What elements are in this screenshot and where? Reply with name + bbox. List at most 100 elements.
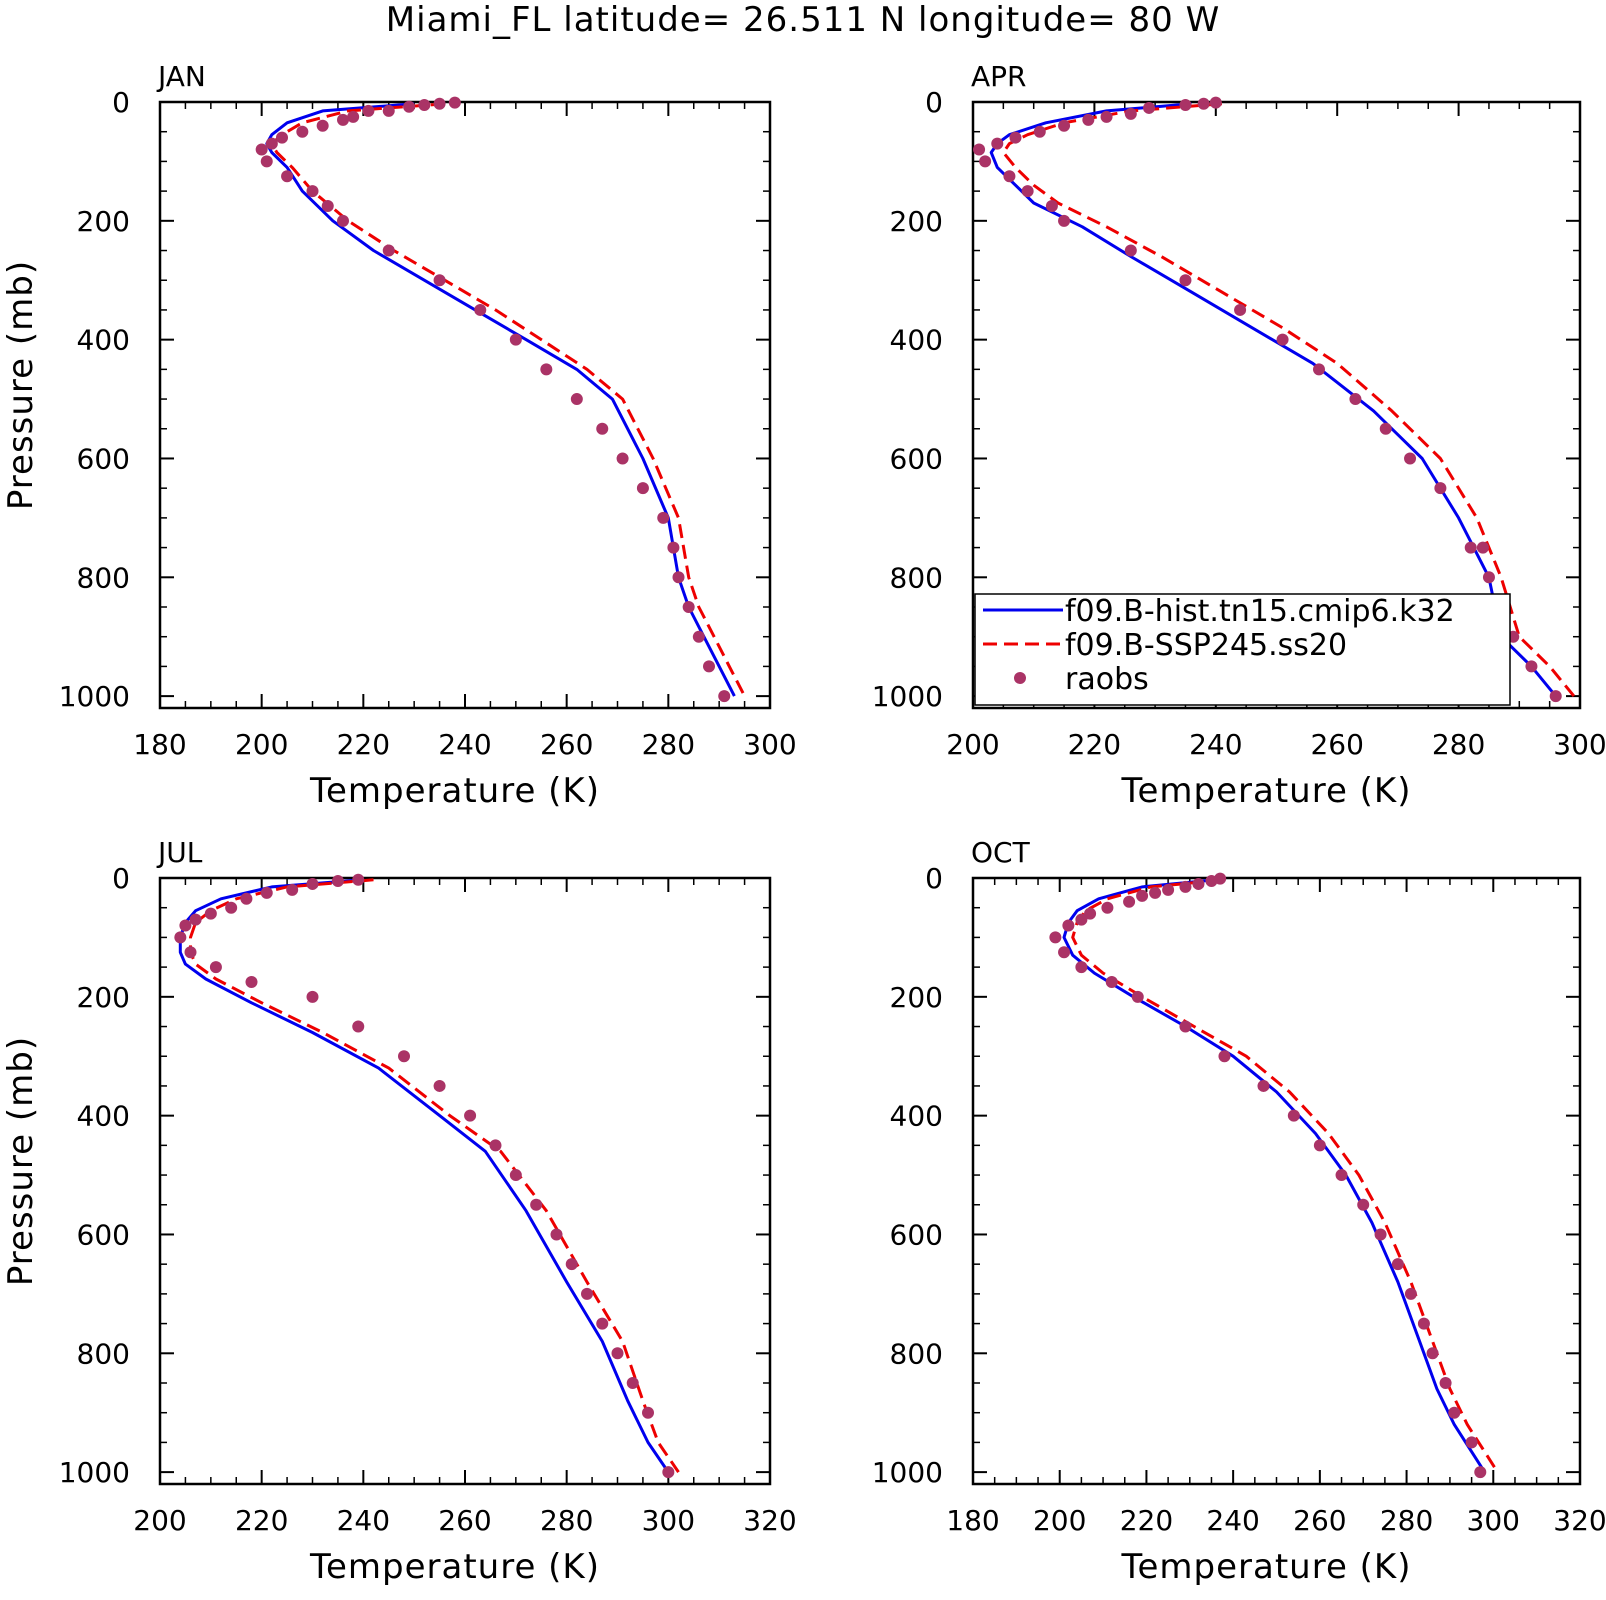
panel-jan: 180 200 220 240 260 280 300 0 200 400 600 800 1000 JA… <box>1 60 797 811</box>
raobs-point <box>1335 1169 1348 1182</box>
raobs-point <box>1434 482 1447 495</box>
x-tick-label: 300 <box>1553 728 1606 761</box>
raobs-point <box>433 274 446 287</box>
raobs-point <box>321 199 334 212</box>
raobs-point <box>1003 170 1016 183</box>
x-tick-label: 180 <box>133 728 186 761</box>
raobs-point <box>1009 131 1022 144</box>
raobs-point <box>225 901 238 914</box>
raobs-point <box>1084 907 1097 920</box>
raobs-point <box>550 1228 563 1241</box>
raobs-point <box>184 946 197 959</box>
raobs-point <box>1209 96 1222 109</box>
raobs-point <box>1464 541 1477 554</box>
x-tick-label: 280 <box>540 1504 593 1537</box>
raobs-point <box>204 907 217 920</box>
raobs-point <box>255 143 268 156</box>
y-tick-label: 0 <box>925 86 943 119</box>
raobs-point <box>382 244 395 257</box>
raobs-point <box>1075 913 1088 926</box>
raobs-point <box>352 873 365 886</box>
x-axis-label: Temperature (K) <box>309 771 600 811</box>
x-tick-label: 200 <box>235 728 288 761</box>
x-tick-label: 260 <box>1293 1504 1346 1537</box>
raobs-point <box>1075 961 1088 974</box>
y-tick-label: 400 <box>890 324 943 357</box>
raobs-point <box>1131 990 1144 1003</box>
raobs-point <box>1374 1228 1387 1241</box>
plot-frame <box>158 100 772 710</box>
raobs-point <box>189 913 202 926</box>
x-tick-label: 320 <box>1553 1504 1606 1537</box>
raobs-point <box>1357 1198 1370 1211</box>
series-raobs <box>1049 872 1487 1479</box>
y-tick-label: 400 <box>890 1100 943 1133</box>
raobs-point <box>1312 363 1325 376</box>
raobs-point <box>1287 1109 1300 1122</box>
y-tick-label: 0 <box>112 862 130 895</box>
raobs-point <box>281 170 294 183</box>
x-tick-label: 240 <box>1189 728 1242 761</box>
raobs-point <box>682 601 695 613</box>
x-tick-label: 240 <box>1206 1504 1259 1537</box>
raobs-point <box>1179 274 1192 287</box>
raobs-point <box>1058 214 1071 227</box>
raobs-point <box>1033 125 1046 138</box>
raobs-point <box>703 660 715 673</box>
y-tick-label: 200 <box>890 981 943 1014</box>
raobs-point <box>1179 1020 1192 1033</box>
raobs-point <box>276 131 288 144</box>
x-tick-label: 240 <box>438 728 491 761</box>
raobs-point <box>1465 1436 1478 1449</box>
raobs-point <box>1197 97 1210 110</box>
series-raobs <box>255 96 731 703</box>
raobs-point <box>1082 113 1095 126</box>
raobs-point <box>1100 110 1113 123</box>
x-tick-label: 200 <box>946 728 999 761</box>
raobs-point <box>1149 886 1162 899</box>
raobs-point <box>667 541 680 554</box>
raobs-point <box>489 1139 502 1152</box>
raobs-point <box>306 185 319 198</box>
raobs-point <box>1205 874 1218 887</box>
legend-label: f09.B-SSP245.ss20 <box>1065 628 1347 663</box>
legend-box <box>974 593 1511 706</box>
x-tick-label: 220 <box>1120 1504 1173 1537</box>
y-tick-label: 800 <box>77 561 130 594</box>
panel-jul: 200 220 240 260 280 300 320 0 200 400 600 800 1000 JU… <box>1 836 797 1587</box>
raobs-point <box>1136 889 1149 902</box>
x-tick-label: 200 <box>133 1504 186 1537</box>
raobs-point <box>718 690 731 703</box>
legend-marker-raobs <box>1014 672 1026 684</box>
x-tick-label: 220 <box>235 1504 288 1537</box>
raobs-point <box>570 393 583 406</box>
x-tick-label: 220 <box>337 728 390 761</box>
raobs-point <box>347 110 360 123</box>
y-tick-label: 1000 <box>872 1456 943 1489</box>
series-line-ssp245 <box>1071 878 1499 1473</box>
y-tick-label: 0 <box>925 862 943 895</box>
raobs-point <box>286 883 299 896</box>
x-tick-label: 260 <box>438 1504 491 1537</box>
y-tick-label: 200 <box>77 981 130 1014</box>
raobs-point <box>382 104 395 117</box>
figure-title: Miami_FL latitude= 26.511 N longitude= 8… <box>385 0 1221 40</box>
raobs-point <box>616 452 629 465</box>
y-tick-label: 400 <box>77 324 130 357</box>
raobs-point <box>1162 883 1175 896</box>
legend-label: f09.B-hist.tn15.cmip6.k32 <box>1065 594 1455 629</box>
raobs-point <box>174 931 187 944</box>
raobs-point <box>1058 946 1071 959</box>
x-tick-label: 320 <box>743 1504 796 1537</box>
raobs-point <box>991 137 1004 150</box>
x-axis-label: Temperature (K) <box>309 1547 600 1587</box>
raobs-point <box>1192 877 1205 890</box>
raobs-point <box>540 363 553 376</box>
raobs-point <box>1379 422 1392 435</box>
raobs-point <box>1439 1377 1452 1389</box>
raobs-point <box>692 630 705 643</box>
panel-oct: 180 200 220 240 260 280 300 320 0 200 400 600 800 100… <box>872 836 1606 1587</box>
raobs-point <box>1549 690 1562 703</box>
raobs-point <box>973 143 986 156</box>
x-axis-label: Temperature (K) <box>1120 771 1411 811</box>
